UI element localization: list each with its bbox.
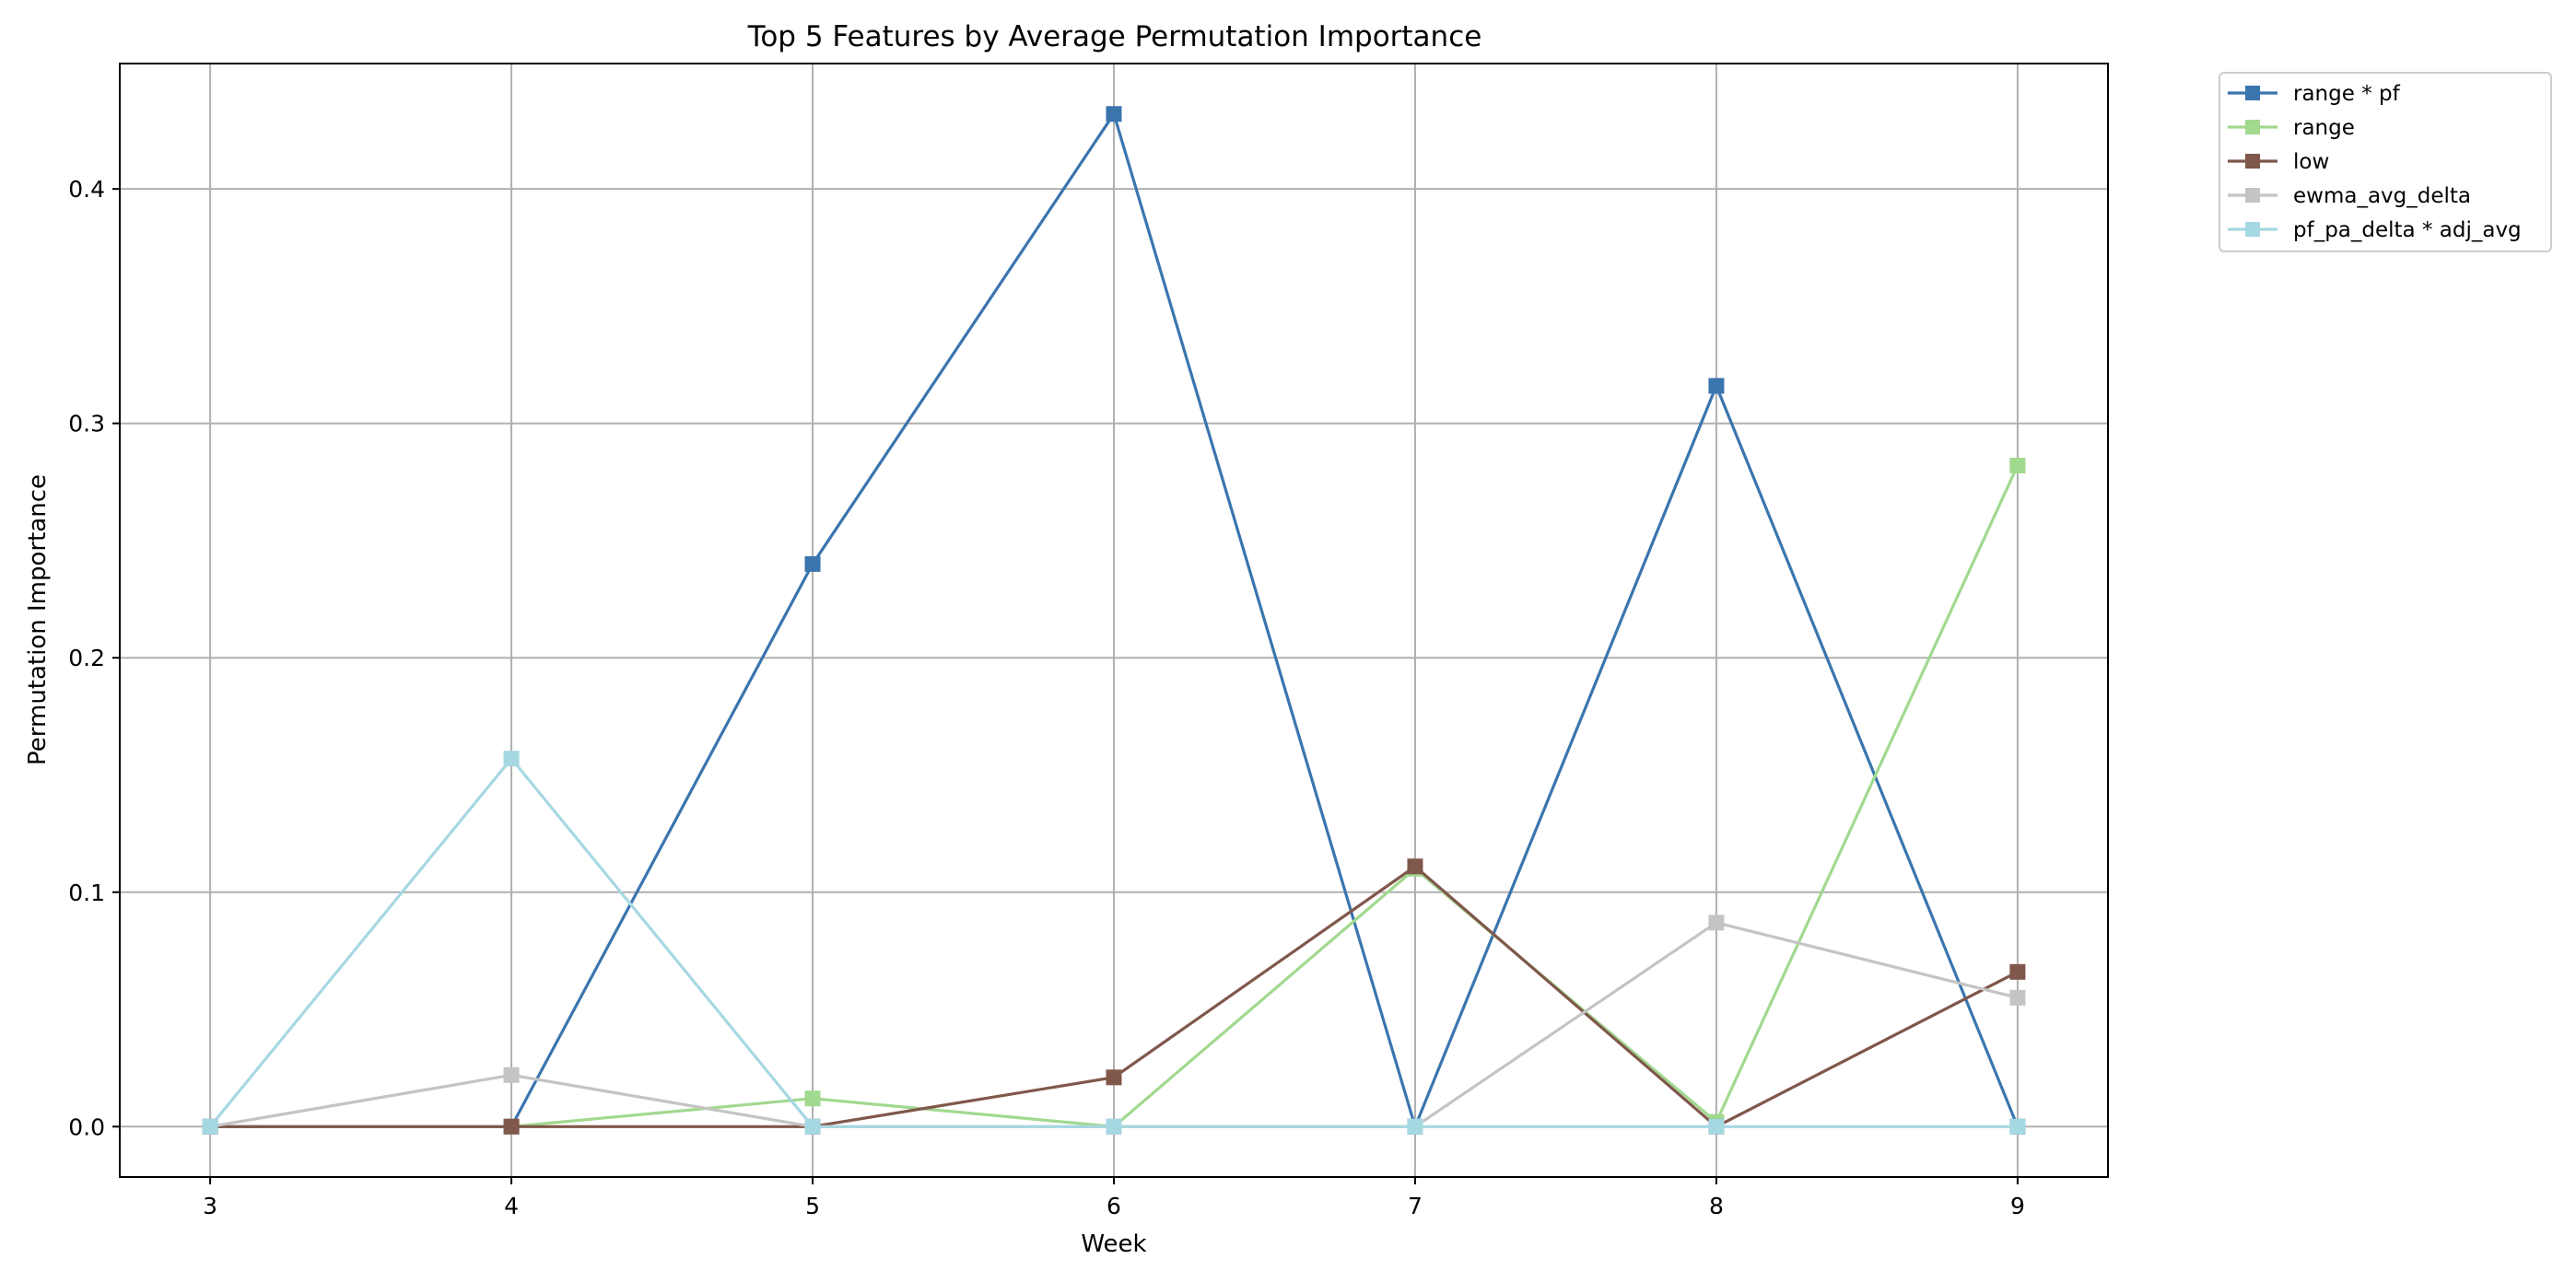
data-point bbox=[2009, 963, 2026, 980]
legend-label: range * pf bbox=[2293, 82, 2401, 106]
data-point bbox=[2009, 458, 2026, 474]
x-tick-label: 3 bbox=[203, 1193, 217, 1219]
data-point bbox=[1407, 858, 1423, 875]
data-point bbox=[202, 1118, 218, 1135]
data-point bbox=[1407, 1118, 1423, 1135]
y-tick-label: 0.2 bbox=[68, 645, 105, 671]
grid-layer bbox=[120, 64, 2108, 1177]
legend-label: low bbox=[2293, 150, 2329, 174]
x-tick-label: 6 bbox=[1107, 1193, 1121, 1219]
legend-entry: range * pf bbox=[2228, 82, 2401, 106]
x-axis-label: Week bbox=[1081, 1230, 1146, 1258]
data-point bbox=[804, 1090, 821, 1107]
x-tick-label: 5 bbox=[805, 1193, 820, 1219]
y-axis-label: Permutation Importance bbox=[24, 474, 52, 765]
data-point bbox=[1106, 1069, 1122, 1086]
legend-label: range bbox=[2293, 116, 2355, 140]
series-layer bbox=[202, 106, 2026, 1135]
legend-marker bbox=[2245, 120, 2260, 134]
chart-title: Top 5 Features by Average Permutation Im… bbox=[747, 20, 1482, 53]
legend-marker bbox=[2245, 222, 2260, 237]
data-point bbox=[503, 1118, 520, 1135]
legend-frame bbox=[2219, 72, 2552, 252]
legend-entry: ewma_avg_delta bbox=[2228, 184, 2471, 208]
data-point bbox=[1708, 1118, 1725, 1135]
y-tick-label: 0.0 bbox=[68, 1113, 105, 1140]
x-tick-label: 9 bbox=[2010, 1193, 2025, 1219]
y-tick-label: 0.4 bbox=[68, 176, 105, 203]
data-point bbox=[1106, 106, 1122, 122]
legend-marker bbox=[2245, 188, 2260, 203]
tick-layer: 3 4 5 6 7 8 9 0.0 0.1 0.2 0.3 0.4 bbox=[68, 176, 2025, 1219]
y-tick-label: 0.3 bbox=[68, 411, 105, 437]
x-tick-label: 7 bbox=[1408, 1193, 1423, 1219]
legend-entry: range bbox=[2228, 116, 2355, 140]
data-point bbox=[1708, 378, 1725, 394]
x-tick-label: 8 bbox=[1709, 1193, 1724, 1219]
legend-entry: pf_pa_delta * adj_avg bbox=[2228, 218, 2522, 242]
legend-marker bbox=[2245, 154, 2260, 169]
data-point bbox=[804, 1118, 821, 1135]
x-tick-label: 4 bbox=[504, 1193, 519, 1219]
y-tick-label: 0.1 bbox=[68, 880, 105, 906]
data-point bbox=[2009, 1118, 2026, 1135]
legend-label: ewma_avg_delta bbox=[2293, 184, 2471, 208]
series-4 bbox=[202, 751, 2026, 1135]
legend: range * pf range low ewma_avg_delta pf_pa_de… bbox=[2219, 72, 2552, 252]
legend-marker bbox=[2245, 86, 2260, 100]
data-point bbox=[1106, 1118, 1122, 1135]
data-point bbox=[503, 1066, 520, 1083]
data-point bbox=[2009, 989, 2026, 1006]
data-point bbox=[503, 751, 520, 767]
data-point bbox=[1708, 915, 1725, 931]
legend-label: pf_pa_delta * adj_avg bbox=[2293, 218, 2522, 242]
legend-entry: low bbox=[2228, 150, 2329, 174]
data-point bbox=[804, 555, 821, 572]
